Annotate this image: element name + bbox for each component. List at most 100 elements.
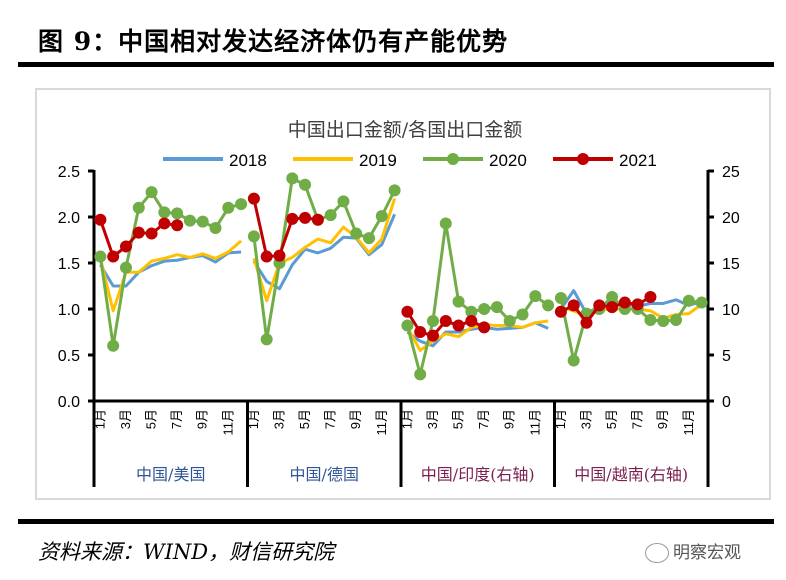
month-label: 7月: [476, 409, 491, 429]
data-point-2021: [273, 249, 286, 262]
data-point-2020: [554, 291, 567, 304]
left-tick-label: 0.5: [58, 348, 80, 365]
data-point-2020: [490, 301, 503, 314]
month-label: 1月: [399, 409, 414, 429]
data-point-2020: [465, 305, 478, 318]
group-label: 中国/德国: [290, 465, 359, 484]
month-label: 11月: [374, 409, 389, 436]
legend-marker-2021: [577, 153, 589, 165]
left-tick-label: 2.5: [58, 164, 80, 181]
group-label: 中国/越南(右轴): [574, 465, 688, 484]
watermark: 明察宏观: [645, 538, 741, 563]
data-point-2020: [529, 290, 542, 303]
data-point-2021: [414, 326, 427, 338]
month-label: 11月: [220, 409, 235, 436]
month-label: 3月: [118, 409, 133, 429]
data-point-2020: [222, 201, 235, 214]
month-label: 5月: [297, 409, 312, 429]
data-point-2021: [94, 213, 107, 226]
month-label: 5月: [144, 409, 159, 429]
data-point-2020: [196, 215, 209, 228]
data-point-2020: [503, 314, 516, 327]
legend-label-2020: 2020: [489, 151, 527, 170]
month-label: 7月: [323, 409, 338, 429]
watermark-text: 明察宏观: [673, 543, 741, 563]
legend-marker-2020: [447, 153, 459, 165]
data-point-2020: [260, 333, 273, 346]
data-point-2021: [465, 314, 478, 327]
month-label: 11月: [681, 409, 696, 436]
data-point-2021: [247, 192, 260, 205]
legend-label-2019: 2019: [359, 151, 397, 170]
month-label: 5月: [604, 409, 619, 429]
group-label: 中国/美国: [136, 465, 205, 484]
data-point-2020: [337, 195, 350, 208]
data-point-2021: [158, 217, 171, 230]
source-note: 资料来源：WIND，财信研究院: [38, 540, 335, 564]
series-line-2018: [252, 213, 396, 291]
data-point-2021: [567, 299, 580, 312]
month-label: 9月: [655, 409, 670, 429]
data-point-2021: [311, 213, 324, 226]
data-point-2021: [439, 314, 452, 327]
data-point-2020: [401, 319, 414, 332]
top-rule: [18, 62, 774, 67]
data-point-2020: [452, 295, 465, 308]
data-point-2020: [567, 354, 580, 367]
right-tick-label: 0: [722, 394, 731, 411]
data-point-2020: [375, 210, 388, 223]
left-tick-label: 1.0: [58, 302, 80, 319]
data-point-2020: [324, 209, 337, 222]
data-point-2020: [235, 198, 248, 211]
data-point-2020: [145, 186, 158, 199]
data-point-2021: [426, 329, 439, 342]
data-point-2020: [426, 314, 439, 327]
month-label: 1月: [246, 409, 261, 429]
data-point-2021: [618, 296, 631, 309]
data-point-2020: [516, 308, 529, 321]
left-tick-label: 1.5: [58, 256, 80, 273]
figure-title: 图 9：中国相对发达经济体仍有产能优势: [38, 27, 509, 56]
data-point-2020: [247, 230, 260, 243]
series-line-2020: [405, 221, 549, 376]
right-tick-label: 20: [722, 210, 740, 227]
data-point-2021: [401, 305, 414, 318]
right-tick-label: 15: [722, 256, 740, 273]
line-chart: 中国出口金额/各国出口金额 2018 2019 2020 2021 0.0 0.5 1.0 1.…: [58, 119, 740, 487]
data-point-2021: [286, 212, 299, 225]
data-point-2020: [209, 222, 222, 235]
data-point-2020: [388, 184, 401, 197]
month-label: 5月: [451, 409, 466, 429]
right-tick-label: 5: [722, 348, 731, 365]
data-point-2021: [145, 227, 158, 240]
data-point-2021: [299, 211, 312, 224]
month-label: 1月: [92, 409, 107, 429]
data-point-2020: [363, 232, 376, 245]
data-point-2021: [107, 250, 120, 263]
data-point-2020: [478, 303, 491, 315]
data-point-2020: [171, 207, 184, 220]
month-label: 3月: [578, 409, 593, 429]
data-point-2020: [94, 250, 107, 263]
data-point-2021: [260, 250, 273, 263]
data-point-2021: [452, 319, 465, 332]
data-point-2021: [478, 321, 491, 334]
legend-label-2021: 2021: [619, 151, 657, 170]
data-point-2020: [132, 201, 145, 214]
data-point-2021: [554, 305, 567, 318]
data-point-2020: [414, 368, 427, 381]
data-point-2020: [183, 214, 196, 227]
data-point-2020: [439, 217, 452, 230]
data-point-2020: [286, 172, 299, 185]
chart-title: 中国出口金额/各国出口金额: [288, 119, 522, 141]
data-point-2021: [119, 240, 132, 253]
data-point-2020: [644, 314, 657, 327]
data-point-2021: [593, 299, 606, 312]
data-point-2020: [682, 294, 695, 307]
month-label: 7月: [630, 409, 645, 429]
data-point-2020: [107, 339, 120, 352]
data-point-2020: [695, 296, 708, 309]
data-point-2020: [119, 261, 132, 274]
series-line-2019: [406, 319, 549, 352]
month-label: 9月: [502, 409, 517, 429]
